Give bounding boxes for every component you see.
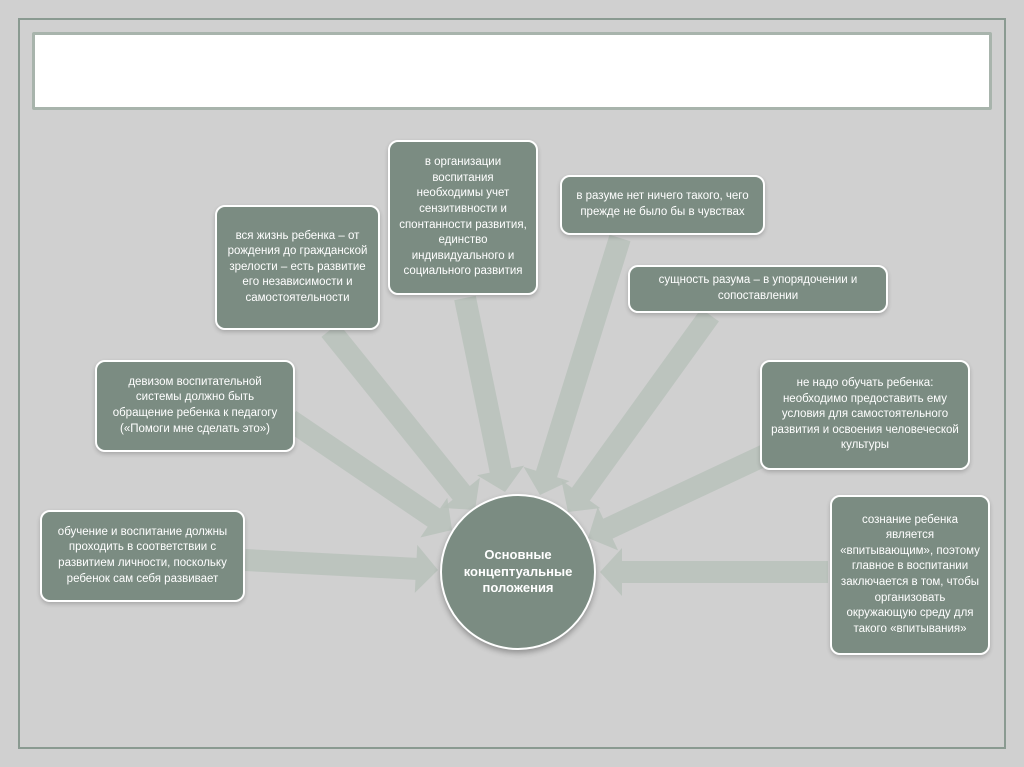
arrow <box>244 545 438 593</box>
concept-node: девизом воспитательной системы должно бы… <box>95 360 295 452</box>
node-label: сознание ребенка является «впитывающим»,… <box>840 513 980 637</box>
node-label: в организации воспитания необходимы учет… <box>398 155 528 279</box>
node-label: в разуме нет ничего такого, чего прежде … <box>570 189 755 220</box>
arrow <box>284 411 452 538</box>
concept-node: сущность разума – в упорядочении и сопос… <box>628 265 888 313</box>
slide-frame: Основные концептуальные положения обучен… <box>18 18 1006 749</box>
node-label: обучение и воспитание должны проходить в… <box>50 525 235 587</box>
center-hub: Основные концептуальные положения <box>440 494 596 650</box>
concept-node: вся жизнь ребенка – от рождения до гражд… <box>215 205 380 330</box>
node-label: девизом воспитательной системы должно бы… <box>105 375 285 437</box>
concept-node: обучение и воспитание должны проходить в… <box>40 510 245 602</box>
arrow <box>454 296 524 492</box>
center-label: Основные концептуальные положения <box>456 547 580 598</box>
node-label: не надо обучать ребенка: необходимо пред… <box>770 376 960 454</box>
node-label: сущность разума – в упорядочении и сопос… <box>638 273 878 304</box>
concept-node: в организации воспитания необходимы учет… <box>388 140 538 295</box>
node-label: вся жизнь ребенка – от рождения до гражд… <box>225 229 370 307</box>
concept-node: не надо обучать ребенка: необходимо пред… <box>760 360 970 470</box>
arrow <box>600 548 828 596</box>
concept-node: сознание ребенка является «впитывающим»,… <box>830 495 990 655</box>
concept-node: в разуме нет ничего такого, чего прежде … <box>560 175 765 235</box>
